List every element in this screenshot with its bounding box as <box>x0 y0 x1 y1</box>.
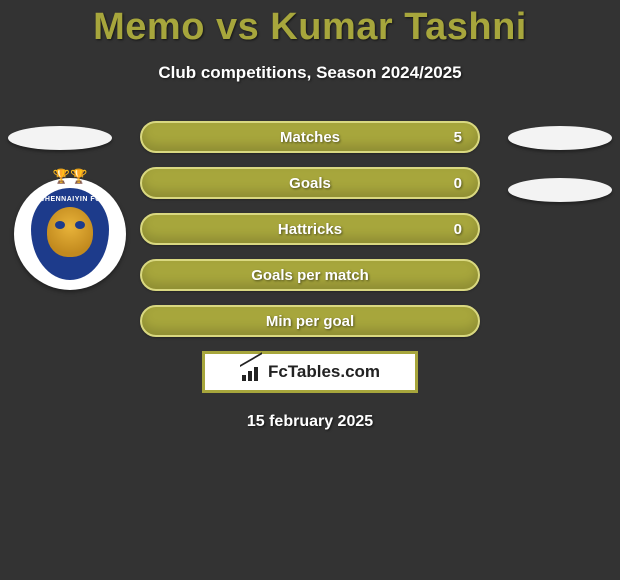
brand-box[interactable]: FcTables.com <box>202 351 418 393</box>
stat-row-matches: Matches 5 <box>140 121 480 153</box>
subtitle: Club competitions, Season 2024/2025 <box>0 63 620 83</box>
stat-row-hattricks: Hattricks 0 <box>140 213 480 245</box>
stat-right-value: 0 <box>454 175 462 192</box>
stat-label: Hattricks <box>278 221 342 238</box>
stats-container: Matches 5 Goals 0 Hattricks 0 Goals per … <box>0 121 620 337</box>
stat-row-min-per-goal: Min per goal <box>140 305 480 337</box>
date-label: 15 february 2025 <box>0 413 620 431</box>
stat-label: Goals per match <box>251 267 369 284</box>
stat-row-goals: Goals 0 <box>140 167 480 199</box>
stat-right-value: 0 <box>454 221 462 238</box>
stat-label: Matches <box>280 129 340 146</box>
brand-label: FcTables.com <box>268 362 380 382</box>
stat-right-value: 5 <box>454 129 462 146</box>
stat-row-goals-per-match: Goals per match <box>140 259 480 291</box>
bar-chart-icon <box>240 363 262 381</box>
page-title: Memo vs Kumar Tashni <box>0 0 620 49</box>
stat-label: Min per goal <box>266 313 354 330</box>
stat-label: Goals <box>289 175 331 192</box>
